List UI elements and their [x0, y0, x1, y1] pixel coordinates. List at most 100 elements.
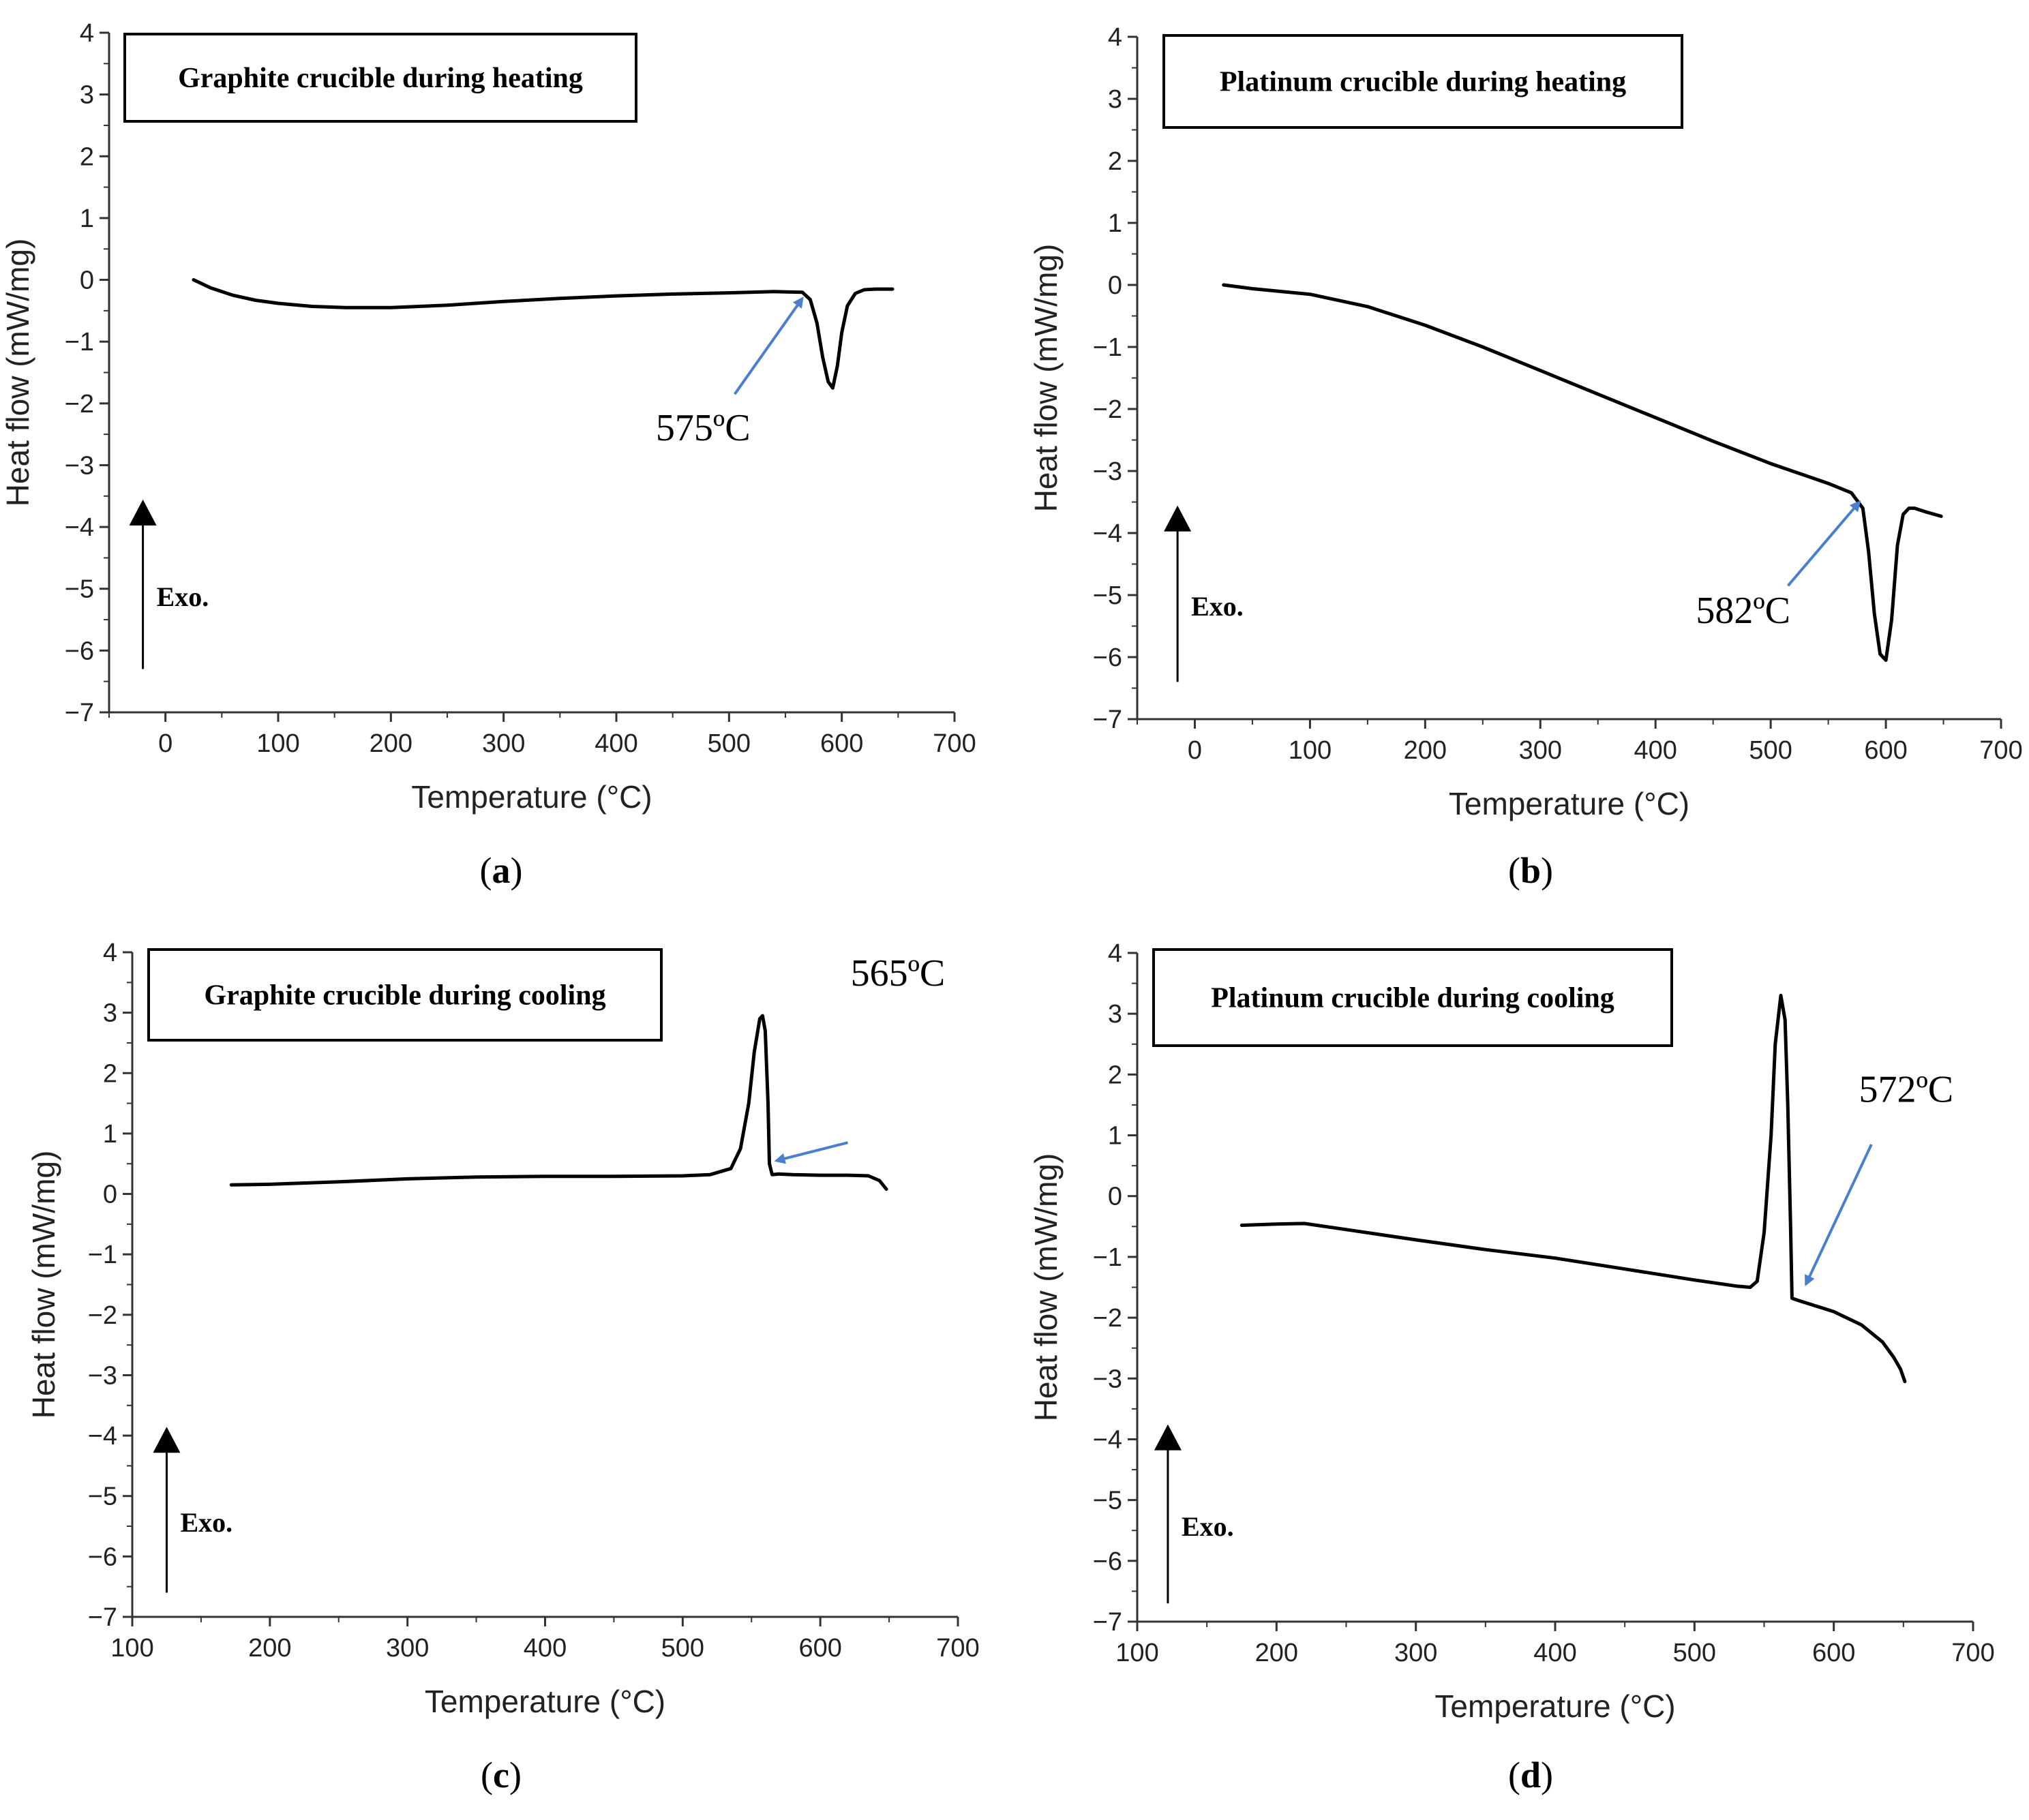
exo-arrow-head-icon [1154, 1424, 1182, 1451]
exo-arrow-head-icon [129, 499, 157, 526]
y-tick-label: 0 [1108, 271, 1122, 300]
x-tick-label: 100 [1115, 1639, 1158, 1667]
dsc-curve [192, 278, 895, 390]
x-tick-label: 0 [158, 729, 172, 758]
y-tick-label: −3 [1093, 1365, 1122, 1393]
exo-arrow-head-icon [153, 1427, 181, 1453]
y-tick-label: −2 [65, 390, 94, 419]
panel-label: (b) [1508, 850, 1553, 891]
y-tick-label: −5 [1093, 581, 1122, 610]
y-axis-title: Heat flow (mW/mg) [0, 239, 35, 507]
x-axis-title: Temperature (°C) [1449, 786, 1689, 821]
y-tick-label: −6 [88, 1543, 117, 1571]
x-tick-label: 300 [482, 729, 525, 758]
x-tick-label: 400 [1634, 736, 1677, 765]
y-tick-label: 2 [1108, 147, 1122, 176]
y-tick-label: 3 [1108, 85, 1122, 114]
y-tick-label: −3 [88, 1361, 117, 1390]
y-tick-label: −1 [65, 328, 94, 357]
x-tick-label: 100 [110, 1634, 153, 1663]
annotation-arrow [733, 297, 804, 395]
x-tick-label: 200 [1255, 1639, 1298, 1667]
y-tick-label: −7 [1093, 706, 1122, 734]
y-tick-label: 2 [1108, 1061, 1122, 1089]
x-tick-label: 600 [798, 1634, 841, 1663]
dsc-curve [229, 1014, 888, 1191]
y-tick-label: −5 [65, 575, 94, 604]
exo-label: Exo. [180, 1507, 232, 1538]
x-tick-label: 400 [595, 729, 637, 758]
y-tick-label: 3 [103, 999, 117, 1028]
x-tick-label: 100 [256, 729, 299, 758]
panel-title-box [1162, 34, 1683, 129]
y-tick-label: 0 [80, 267, 94, 295]
panel-letter: a [492, 850, 511, 891]
peak-temperature-label: 575ºC [656, 407, 751, 449]
x-axis-title: Temperature (°C) [425, 1684, 665, 1719]
panel-title: Platinum crucible during heating [1220, 67, 1626, 98]
y-tick-label: 3 [1108, 1000, 1122, 1029]
y-tick-label: 0 [1108, 1183, 1122, 1211]
panel-label: (d) [1508, 1755, 1553, 1795]
x-tick-label: 600 [1812, 1639, 1855, 1667]
y-tick-label: −5 [1093, 1487, 1122, 1515]
exo-label: Exo. [157, 581, 209, 612]
x-tick-label: 500 [1749, 736, 1792, 765]
panel-letter: d [1520, 1755, 1541, 1795]
y-tick-label: −2 [1093, 1304, 1122, 1333]
panel-letter: c [493, 1755, 509, 1795]
y-tick-label: −5 [88, 1483, 117, 1511]
peak-temperature-label: 582ºC [1696, 590, 1790, 632]
x-axis-title: Temperature (°C) [1434, 1688, 1675, 1724]
y-tick-label: 1 [103, 1120, 117, 1149]
panel-title: Platinum crucible during cooling [1211, 983, 1614, 1014]
x-tick-label: 0 [1188, 736, 1202, 765]
peak-temperature-label: 565ºC [851, 952, 946, 995]
y-tick-label: 1 [80, 204, 94, 233]
y-tick-label: 4 [1108, 939, 1122, 968]
x-tick-label: 500 [661, 1634, 704, 1663]
x-tick-label: 400 [1533, 1639, 1576, 1667]
x-tick-label: 700 [933, 729, 976, 758]
x-tick-label: 300 [386, 1634, 429, 1663]
exo-label: Exo. [1191, 591, 1244, 622]
panel-a: 4 3 2 1 0 −1 −2 −3 −4 −5 −6 −7 0 100 200 300 400 500 600 70… [0, 19, 976, 891]
annotation-arrow [774, 1141, 849, 1164]
y-tick-label: −4 [1093, 519, 1122, 548]
panel-label: (c) [481, 1755, 522, 1795]
x-tick-label: 700 [936, 1634, 979, 1663]
x-tick-label: 200 [370, 729, 412, 758]
y-tick-label: −7 [65, 699, 94, 727]
y-tick-label: −6 [1093, 1547, 1122, 1576]
dsc-curve [1239, 993, 1907, 1384]
y-tick-label: 1 [1108, 1122, 1122, 1151]
panel-b: 4 3 2 1 0 −1 −2 −3 −4 −5 −6 −7 0 100 200 300 400 500 600 70… [1028, 23, 2023, 891]
y-tick-label: −1 [1093, 333, 1122, 362]
x-tick-label: 500 [1673, 1639, 1716, 1667]
y-tick-label: −4 [65, 513, 94, 542]
x-tick-label: 400 [524, 1634, 567, 1663]
y-tick-label: 4 [80, 19, 94, 48]
peak-temperature-label: 572ºC [1859, 1068, 1953, 1110]
y-tick-label: 3 [80, 81, 94, 110]
x-tick-label: 100 [1289, 736, 1332, 765]
panel-label: (a) [480, 850, 523, 891]
y-tick-label: 1 [1108, 209, 1122, 238]
y-tick-label: −1 [88, 1241, 117, 1269]
y-tick-label: −1 [1093, 1243, 1122, 1272]
x-tick-label: 700 [1979, 736, 2022, 765]
y-tick-label: −3 [65, 451, 94, 480]
panel-title: Graphite crucible during heating [178, 63, 583, 94]
x-tick-label: 300 [1519, 736, 1562, 765]
y-tick-label: −3 [1093, 457, 1122, 486]
y-tick-label: 0 [103, 1181, 117, 1209]
y-tick-label: 2 [80, 142, 94, 171]
y-tick-label: 4 [103, 939, 117, 967]
panel-title-box [147, 948, 663, 1042]
x-tick-label: 700 [1951, 1639, 1994, 1667]
y-tick-label: −4 [1093, 1425, 1122, 1454]
y-tick-label: −6 [65, 637, 94, 665]
x-tick-label: 600 [820, 729, 863, 758]
